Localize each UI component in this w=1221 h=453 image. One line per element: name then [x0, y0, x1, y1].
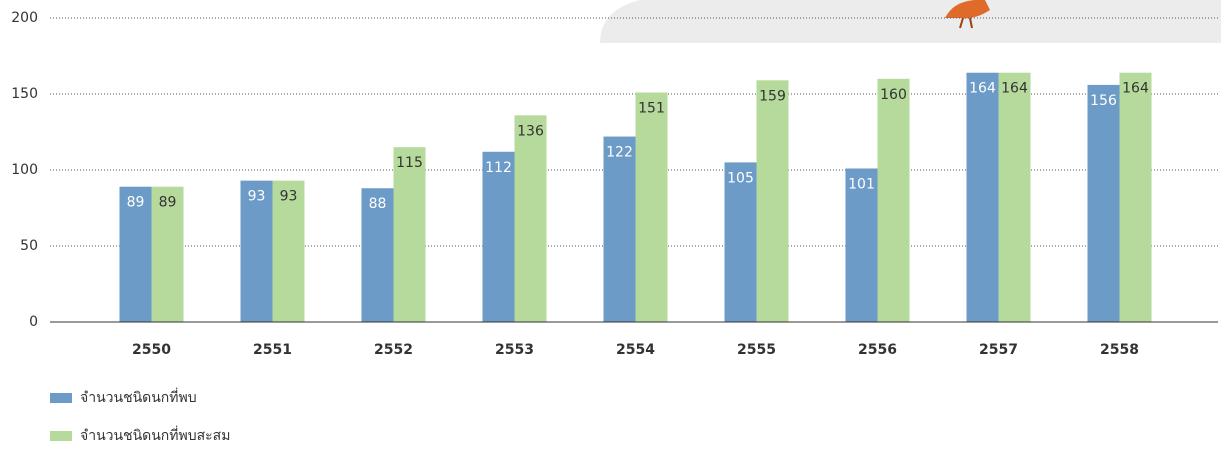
value-label: 164: [1122, 81, 1149, 97]
legend-swatch: [50, 431, 72, 441]
value-label: 160: [880, 87, 907, 103]
bar: [1120, 73, 1152, 322]
x-tick-label: 2552: [374, 342, 413, 358]
bar: [604, 137, 636, 322]
value-label: 93: [248, 189, 266, 205]
bar: [878, 79, 910, 322]
value-label: 164: [969, 81, 996, 97]
y-tick-label: 0: [29, 314, 38, 330]
value-label: 89: [127, 195, 145, 211]
x-tick-label: 2553: [495, 342, 534, 358]
x-tick-label: 2555: [737, 342, 776, 358]
value-label: 122: [606, 145, 633, 161]
legend-label: จำนวนชนิดนกที่พบ: [80, 388, 197, 406]
bar: [757, 80, 789, 322]
bar: [483, 152, 515, 322]
y-tick-label: 50: [20, 238, 38, 254]
value-label: 88: [369, 196, 387, 212]
value-label: 164: [1001, 81, 1028, 97]
bar: [636, 92, 668, 322]
value-label: 151: [638, 100, 665, 116]
x-tick-label: 2554: [616, 342, 655, 358]
bar: [394, 147, 426, 322]
value-label: 136: [517, 123, 544, 139]
value-label: 115: [396, 155, 423, 171]
value-label: 101: [848, 176, 875, 192]
value-label: 93: [280, 189, 298, 205]
y-tick-label: 150: [11, 86, 38, 102]
legend-label: จำนวนชนิดนกที่พบสะสม: [80, 426, 230, 444]
x-tick-label: 2551: [253, 342, 292, 358]
decor-banner: [600, 0, 1221, 43]
chart: 0 50 100 150 200 2550 89 89 2551 93 93 2552 88 115 255…: [0, 0, 1221, 449]
x-tick-label: 2557: [979, 342, 1018, 358]
value-label: 89: [159, 195, 177, 211]
x-tick-label: 2558: [1100, 342, 1139, 358]
y-tick-label: 100: [11, 162, 38, 178]
y-tick-label: 200: [11, 10, 38, 26]
bar: [515, 115, 547, 322]
legend-swatch: [50, 393, 72, 403]
x-tick-label: 2556: [858, 342, 897, 358]
value-label: 105: [727, 170, 754, 186]
value-label: 159: [759, 88, 786, 104]
x-tick-label: 2550: [132, 342, 171, 358]
bar: [967, 73, 999, 322]
bar: [1088, 85, 1120, 322]
bar: [999, 73, 1031, 322]
value-label: 156: [1090, 93, 1117, 109]
value-label: 112: [485, 160, 512, 176]
